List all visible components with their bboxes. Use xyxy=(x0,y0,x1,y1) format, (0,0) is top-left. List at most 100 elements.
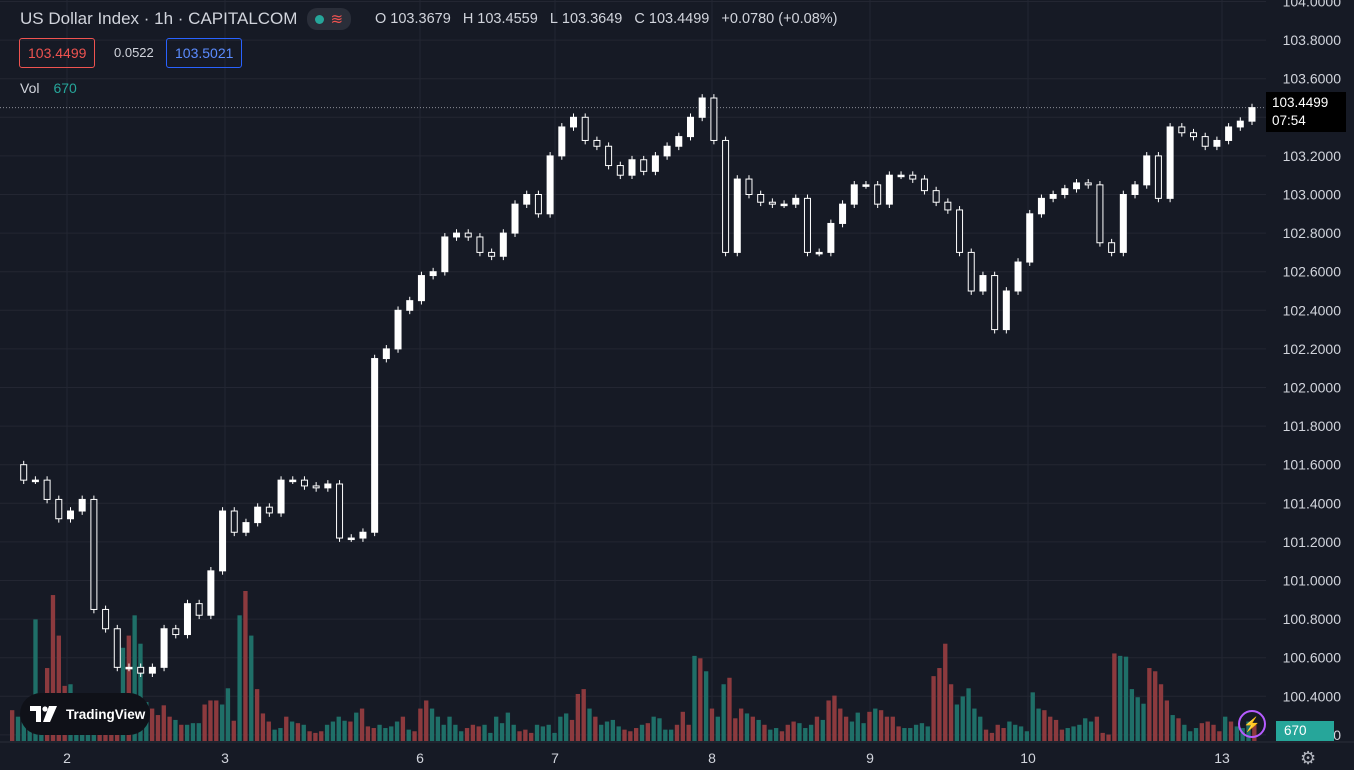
volume-bar xyxy=(1100,732,1105,741)
volume-bar xyxy=(808,724,814,741)
candle-body xyxy=(90,498,98,610)
candle-body xyxy=(1061,188,1069,196)
volume-bar xyxy=(505,712,511,741)
volume-bar xyxy=(418,708,423,741)
volume-bar xyxy=(1024,731,1030,741)
volume-bar xyxy=(494,716,499,741)
candle-body xyxy=(850,184,858,205)
volume-bar xyxy=(960,696,965,741)
volume-bar xyxy=(208,700,213,741)
volume-bar xyxy=(1118,655,1123,741)
volume-bar xyxy=(1205,721,1210,741)
volume-bar xyxy=(476,726,481,741)
candle-body xyxy=(183,603,191,636)
volume-bar xyxy=(424,700,429,741)
volume-bar xyxy=(1088,721,1094,741)
volume-bar xyxy=(319,731,324,741)
open-value: 103.3679 xyxy=(390,11,451,27)
y-tick-label: 101.0000 xyxy=(1283,573,1342,589)
volume-bar xyxy=(645,723,650,741)
volume-bar xyxy=(1141,703,1146,741)
candle-body xyxy=(1225,126,1233,141)
volume-bar xyxy=(365,726,371,741)
settings-gear-icon[interactable]: ⚙ xyxy=(1300,748,1317,768)
candle-body xyxy=(207,570,215,616)
y-tick-label: 103.6000 xyxy=(1283,71,1342,87)
volume-bar xyxy=(1176,718,1181,741)
y-tick-label: 101.8000 xyxy=(1283,418,1342,434)
candle-body xyxy=(429,271,437,277)
volume-bar xyxy=(523,729,528,741)
volume-bar xyxy=(50,595,56,741)
candle-body xyxy=(944,201,952,211)
x-tick-label: 2 xyxy=(63,750,71,766)
volume-bar xyxy=(260,713,266,741)
candle-body xyxy=(324,483,332,489)
volume-bar xyxy=(272,729,277,741)
candle-body xyxy=(1073,182,1081,190)
volume-bar xyxy=(686,724,691,741)
candle-body xyxy=(172,628,180,636)
market-status-badge[interactable]: ≋ xyxy=(307,8,352,30)
tradingview-logo[interactable]: TradingView xyxy=(20,693,150,735)
volume-bar xyxy=(1211,724,1216,741)
candle-body xyxy=(312,485,320,489)
buy-price-button[interactable]: 103.5021 xyxy=(166,38,243,68)
volume-bar xyxy=(803,728,808,741)
close-value: 103.4499 xyxy=(648,11,710,27)
volume-bar xyxy=(902,728,907,741)
volume-bar xyxy=(995,724,1000,741)
volume-bar xyxy=(348,721,353,741)
volume-bar xyxy=(447,716,452,741)
x-tick-label: 9 xyxy=(866,750,874,766)
volume-bar xyxy=(342,720,347,741)
candle-body xyxy=(581,116,589,141)
volume-bar xyxy=(464,728,470,741)
volume-bar xyxy=(657,718,662,741)
candle-body xyxy=(371,358,379,533)
candle-body xyxy=(242,522,250,533)
candle-body xyxy=(219,510,227,572)
volume-bar xyxy=(441,724,446,741)
last-price-label: 103.4499 07:54 xyxy=(1266,92,1346,132)
candle-body xyxy=(289,479,297,483)
y-tick-label: 100.6000 xyxy=(1283,650,1342,666)
candle-body xyxy=(558,126,566,157)
volume-legend[interactable]: Vol 670 xyxy=(20,80,77,96)
candle-body xyxy=(1014,261,1022,292)
volume-bar xyxy=(599,724,604,741)
candle-body xyxy=(336,483,344,539)
candle-body xyxy=(20,464,28,481)
candle-body xyxy=(932,190,940,203)
volume-bar xyxy=(925,726,930,741)
volume-bar xyxy=(779,731,785,741)
candle-body xyxy=(55,498,63,520)
volume-bar xyxy=(249,635,254,741)
volume-bar xyxy=(488,732,493,741)
volume-bar xyxy=(750,716,755,741)
volume-bar xyxy=(680,711,685,741)
volume-bar xyxy=(190,723,196,741)
candle-body xyxy=(417,275,425,302)
volume-bar xyxy=(890,716,895,741)
volume-bar xyxy=(155,715,161,741)
sell-price-button[interactable]: 103.4499 xyxy=(19,38,96,68)
volume-bar xyxy=(709,708,715,741)
volume-value: 670 xyxy=(53,80,77,96)
volume-bar xyxy=(791,721,796,741)
symbol-legend: US Dollar Index · 1h · CAPITALCOM ≋ O 103… xyxy=(20,8,842,30)
x-tick-label: 6 xyxy=(416,750,424,766)
volume-bar xyxy=(954,704,960,741)
x-tick-label: 7 xyxy=(551,750,559,766)
volume-bar xyxy=(756,719,761,741)
volume-bar xyxy=(1129,689,1135,741)
candle-body xyxy=(897,174,905,178)
volume-bar xyxy=(727,677,732,741)
volume-bar xyxy=(820,719,825,741)
tradingview-brand-text: TradingView xyxy=(66,706,146,722)
volume-bar xyxy=(237,615,242,741)
symbol-title[interactable]: US Dollar Index · 1h · CAPITALCOM xyxy=(20,9,298,28)
lightning-icon[interactable]: ⚡ xyxy=(1238,710,1266,738)
candle-body xyxy=(1084,182,1092,186)
